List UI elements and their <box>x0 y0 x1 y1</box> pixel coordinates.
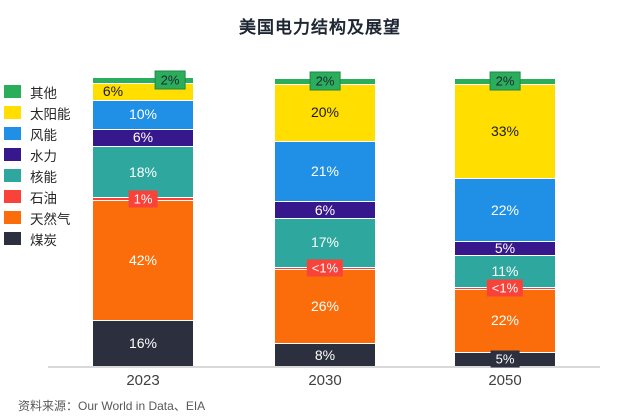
bar-segment <box>275 268 375 344</box>
bar-segment <box>93 320 193 366</box>
legend-item: 核能 <box>4 165 71 186</box>
source-note: 资料来源：Our World in Data、EIA <box>18 399 206 413</box>
legend-swatch <box>4 169 21 182</box>
bar-segment <box>275 83 375 141</box>
segment-label: 8% <box>314 346 336 363</box>
segment-label: <1% <box>306 259 344 277</box>
legend-label: 太阳能 <box>30 106 71 122</box>
bar-segment <box>275 343 375 366</box>
segment-label: 22% <box>490 201 520 218</box>
legend-swatch <box>4 190 21 203</box>
x-axis-label: 2050 <box>488 372 522 389</box>
x-axis-label: 2030 <box>308 372 342 389</box>
segment-label: 2% <box>489 71 521 91</box>
x-axis-label: 2023 <box>126 372 160 389</box>
legend-item: 水力 <box>4 144 71 165</box>
legend-swatch <box>4 232 21 245</box>
segment-label: <1% <box>486 279 524 297</box>
segment-label: 5% <box>494 240 516 257</box>
x-axis-line <box>48 366 600 368</box>
chart-title: 美国电力结构及展望 <box>239 18 401 37</box>
legend-swatch <box>4 127 21 140</box>
legend-item: 石油 <box>4 186 71 207</box>
legend-label: 煤炭 <box>30 232 57 248</box>
legend-label: 水力 <box>30 148 57 164</box>
segment-label: 17% <box>310 234 340 251</box>
segment-label: 5% <box>490 350 520 368</box>
legend-swatch <box>4 106 21 119</box>
bar-segment <box>275 140 375 201</box>
segment-label: 6% <box>132 129 154 146</box>
bar-segment <box>93 145 193 198</box>
bar-segment <box>93 128 193 146</box>
bar-segment <box>93 77 193 83</box>
segment-label: 18% <box>128 163 158 180</box>
legend-label: 天然气 <box>30 211 71 227</box>
bar-segment <box>455 83 555 179</box>
segment-label: 2% <box>154 70 186 90</box>
legend-swatch <box>4 85 21 98</box>
segment-label: 1% <box>128 190 158 208</box>
segment-label: 21% <box>310 162 340 179</box>
legend-label: 其他 <box>30 85 57 101</box>
segment-label: 22% <box>490 312 520 329</box>
legend-label: 石油 <box>30 190 57 206</box>
bar-segment <box>93 200 193 321</box>
segment-label: 10% <box>128 106 158 123</box>
segment-label: 42% <box>128 252 158 269</box>
segment-label: 16% <box>128 335 158 352</box>
segment-label: 6% <box>102 83 124 100</box>
bar-segment <box>275 218 375 267</box>
bar-segment <box>455 178 555 241</box>
legend-item: 太阳能 <box>4 102 71 123</box>
segment-label: 2% <box>309 71 341 91</box>
segment-label: 6% <box>314 201 336 218</box>
segment-label: 26% <box>310 297 340 314</box>
bar-segment <box>275 200 375 219</box>
legend-label: 核能 <box>30 169 57 185</box>
legend-item: 风能 <box>4 123 71 144</box>
legend-item: 煤炭 <box>4 228 71 249</box>
segment-label: 33% <box>490 122 520 139</box>
segment-label: 11% <box>491 263 519 280</box>
legend-swatch <box>4 148 21 161</box>
legend-item: 天然气 <box>4 207 71 228</box>
segment-label: 20% <box>310 104 340 121</box>
bar-segment <box>93 100 193 129</box>
bar-segment <box>455 288 555 352</box>
legend-label: 风能 <box>30 127 57 143</box>
legend-item: 其他 <box>4 81 71 102</box>
bar-segment <box>455 241 555 256</box>
legend-swatch <box>4 211 21 224</box>
legend: 其他太阳能风能水力核能石油天然气煤炭 <box>4 81 71 249</box>
